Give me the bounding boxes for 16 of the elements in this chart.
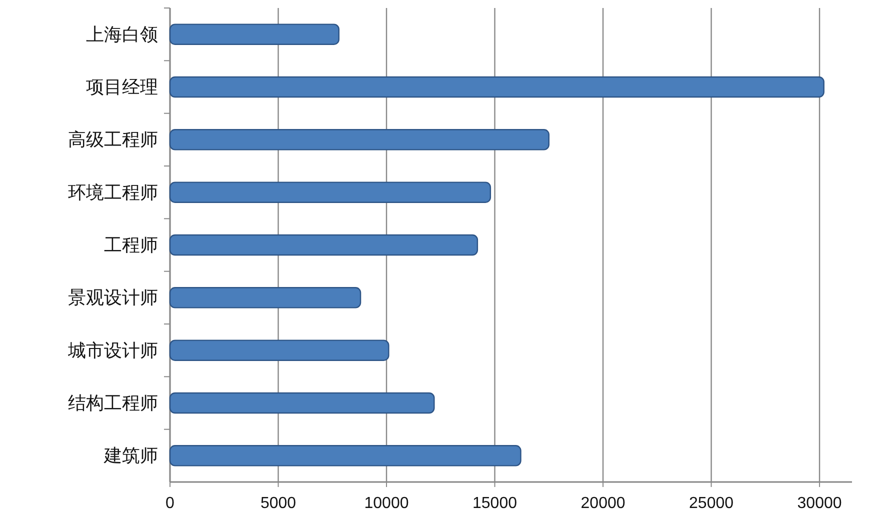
y-tick-label: 项目经理 (86, 77, 158, 97)
x-tick-label: 10000 (364, 495, 409, 512)
y-tick-label: 上海白领 (86, 24, 158, 44)
y-tick-label: 工程师 (104, 235, 158, 255)
x-tick-label: 5000 (260, 495, 296, 512)
y-tick-label: 建筑师 (103, 446, 158, 466)
x-tick-label: 30000 (797, 495, 842, 512)
x-tick-label: 0 (166, 495, 175, 512)
y-tick-label: 结构工程师 (68, 393, 158, 413)
y-tick-label: 城市设计师 (67, 340, 158, 360)
x-tick-label: 15000 (472, 495, 518, 512)
y-tick-label: 景观设计师 (68, 288, 158, 308)
x-tick-label: 20000 (580, 495, 626, 512)
y-tick-label: 环境工程师 (68, 182, 158, 202)
x-tick-label: 25000 (689, 495, 734, 512)
y-tick-label: 高级工程师 (68, 130, 158, 150)
